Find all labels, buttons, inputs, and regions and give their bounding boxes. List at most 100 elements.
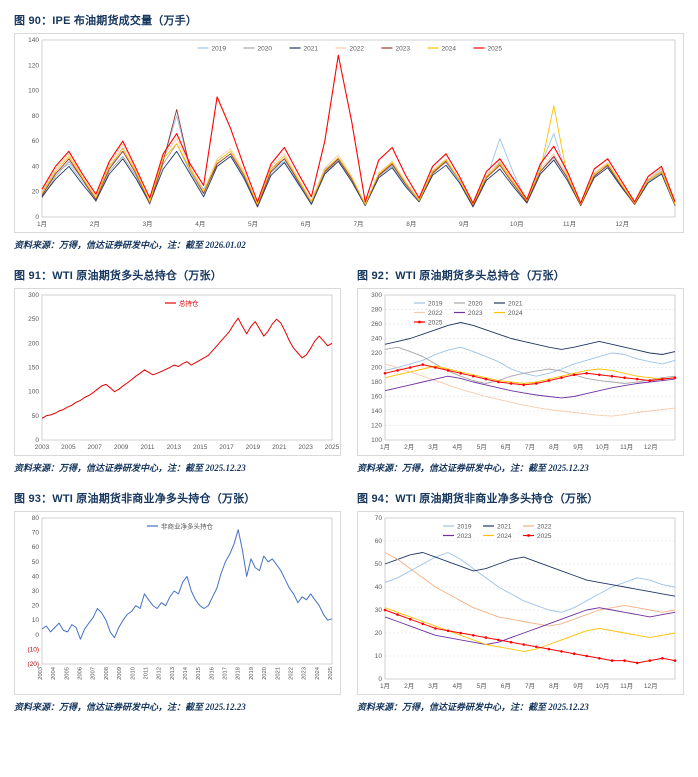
svg-text:100: 100 [28, 88, 39, 95]
svg-text:9月: 9月 [573, 682, 583, 690]
svg-text:11月: 11月 [620, 443, 633, 451]
svg-text:70: 70 [375, 515, 383, 522]
svg-text:7月: 7月 [353, 220, 363, 228]
svg-text:2020: 2020 [258, 45, 273, 52]
svg-text:2009: 2009 [117, 667, 123, 680]
figure-93-source: 资料来源：万得，信达证券研发中心，注：截至 2025.12.23 [14, 702, 246, 712]
svg-text:0: 0 [378, 676, 382, 683]
svg-text:1月: 1月 [380, 682, 390, 690]
svg-text:(20): (20) [27, 661, 39, 668]
svg-text:7月: 7月 [525, 682, 535, 690]
svg-text:2025: 2025 [537, 533, 552, 540]
svg-text:20: 20 [32, 603, 40, 610]
figure-93: 图 93：WTI 原油期货非商业净多头持仓（万张） (20) (10) 0 10 20 3… [14, 490, 341, 713]
figure-94-chart: 0 10 20 30 40 50 60 70 1月 2月 3月 4月 5月 6月 7月 8月 9月 10月 11月 1… [357, 511, 684, 695]
svg-text:1月: 1月 [380, 443, 390, 451]
svg-text:2019: 2019 [428, 300, 443, 307]
svg-text:5月: 5月 [248, 220, 258, 228]
svg-text:2010: 2010 [130, 667, 136, 680]
svg-text:9月: 9月 [573, 443, 583, 451]
svg-text:2025: 2025 [328, 667, 334, 680]
svg-text:10: 10 [32, 617, 40, 624]
svg-text:30: 30 [32, 588, 40, 595]
svg-text:2020: 2020 [468, 300, 483, 307]
svg-text:8月: 8月 [549, 443, 559, 451]
svg-text:2004: 2004 [51, 666, 57, 680]
svg-text:10月: 10月 [596, 443, 610, 451]
figure-91-source: 资料来源：万得，信达证券研发中心，注：截至 2025.12.23 [14, 463, 246, 473]
figure-92-chart: 100 120 140 160 180 200 220 240 260 280 300 1月 2月 3月 4… [357, 288, 684, 456]
figures-row-2: 图 93：WTI 原油期货非商业净多头持仓（万张） (20) (10) 0 10 20 3… [14, 490, 684, 713]
svg-text:2023: 2023 [396, 45, 411, 52]
svg-text:2003: 2003 [38, 667, 44, 680]
svg-text:2017: 2017 [223, 667, 229, 680]
svg-text:2015: 2015 [193, 444, 208, 451]
svg-text:2007: 2007 [87, 444, 102, 451]
svg-text:2016: 2016 [209, 667, 215, 680]
svg-text:10: 10 [375, 653, 383, 660]
svg-text:150: 150 [28, 365, 39, 372]
svg-text:300: 300 [371, 292, 382, 299]
figure-90-chart: 0 20 40 60 80 100 120 140 1月 2月 3月 4月 5月 6月 7月 8月 9月 10月 1… [14, 33, 684, 233]
svg-text:220: 220 [371, 350, 382, 357]
figure-90-title: 图 90：IPE 布油期货成交量（万手） [14, 15, 198, 27]
svg-text:3月: 3月 [428, 443, 438, 451]
figures-row-1: 图 91：WTI 原油期货多头总持仓（万张） 0 50 100 150 200 250 30… [14, 267, 684, 474]
svg-text:2021: 2021 [272, 444, 287, 451]
svg-text:2024: 2024 [315, 666, 321, 680]
svg-text:70: 70 [32, 530, 40, 537]
svg-text:2月: 2月 [90, 220, 100, 228]
svg-text:8月: 8月 [549, 682, 559, 690]
svg-text:160: 160 [371, 394, 382, 401]
svg-text:2018: 2018 [236, 667, 242, 680]
svg-text:200: 200 [371, 365, 382, 372]
svg-text:200: 200 [28, 340, 39, 347]
figure-90-source: 资料来源：万得，信达证券研发中心，注：截至 2026.01.02 [14, 240, 246, 250]
svg-text:2024: 2024 [442, 45, 457, 52]
svg-text:8月: 8月 [406, 220, 416, 228]
svg-text:2023: 2023 [468, 310, 483, 317]
svg-text:2月: 2月 [404, 443, 414, 451]
svg-text:20: 20 [375, 630, 383, 637]
svg-text:2024: 2024 [497, 533, 512, 540]
svg-text:2022: 2022 [289, 667, 295, 680]
svg-text:240: 240 [371, 336, 382, 343]
svg-text:2008: 2008 [104, 667, 110, 680]
svg-text:2009: 2009 [114, 444, 129, 451]
svg-text:2005: 2005 [61, 444, 76, 451]
svg-text:9月: 9月 [459, 220, 469, 228]
report-page: 图 90：IPE 布油期货成交量（万手） 0 20 40 60 80 100 120 140 1… [14, 15, 684, 713]
svg-text:0: 0 [35, 437, 39, 444]
svg-text:2025: 2025 [428, 319, 443, 326]
svg-text:2019: 2019 [249, 667, 255, 680]
svg-text:120: 120 [28, 62, 39, 69]
svg-text:30: 30 [375, 607, 383, 614]
svg-text:50: 50 [32, 413, 40, 420]
svg-text:2007: 2007 [91, 667, 97, 680]
svg-text:2011: 2011 [141, 444, 155, 451]
svg-text:1月: 1月 [37, 220, 47, 228]
svg-text:260: 260 [371, 321, 382, 328]
figure-91-title: 图 91：WTI 原油期货多头总持仓（万张） [14, 270, 222, 282]
svg-text:2025: 2025 [488, 45, 503, 52]
figure-93-chart: (20) (10) 0 10 20 30 40 50 60 70 80 2003 2004 2005 200… [14, 511, 341, 695]
svg-text:2011: 2011 [144, 667, 150, 679]
figure-93-title: 图 93：WTI 原油期货非商业净多头持仓（万张） [14, 493, 256, 505]
svg-text:2017: 2017 [219, 444, 234, 451]
svg-text:12月: 12月 [615, 220, 629, 228]
svg-text:4月: 4月 [195, 220, 205, 228]
svg-text:2021: 2021 [497, 523, 512, 530]
svg-text:60: 60 [32, 138, 40, 145]
svg-text:50: 50 [32, 559, 40, 566]
svg-text:6月: 6月 [501, 682, 511, 690]
svg-text:2021: 2021 [275, 667, 281, 680]
svg-text:180: 180 [371, 379, 382, 386]
svg-text:6月: 6月 [301, 220, 311, 228]
svg-text:(10): (10) [27, 646, 39, 653]
svg-text:280: 280 [371, 307, 382, 314]
figure-92-source: 资料来源：万得，信达证券研发中心，注：截至 2025.12.23 [357, 463, 589, 473]
svg-text:2005: 2005 [64, 667, 70, 680]
figure-94: 图 94：WTI 原油期货非商业净多头持仓（万张） 0 10 20 30 40 50 60 7… [357, 490, 684, 713]
svg-text:2006: 2006 [78, 667, 84, 680]
svg-text:2月: 2月 [404, 682, 414, 690]
